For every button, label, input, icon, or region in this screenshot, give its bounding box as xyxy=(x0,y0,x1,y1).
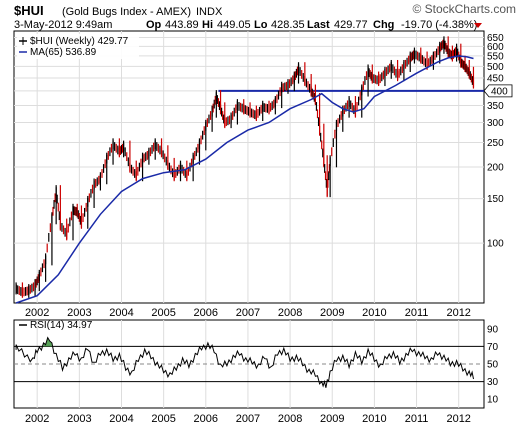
year-tick-label: 2012 xyxy=(446,413,470,425)
year-tick-label: 2009 xyxy=(320,307,344,319)
price-y-tick-label: 300 xyxy=(487,118,504,129)
price-tag-box xyxy=(483,84,513,98)
year-tick-label: 2002 xyxy=(25,307,49,319)
year-tick-label: 2007 xyxy=(236,307,260,319)
rsi-overbought-area xyxy=(43,337,52,347)
price-y-tick-label: 100 xyxy=(487,239,504,250)
rsi-y-tick-label: 50 xyxy=(487,360,499,371)
year-tick-label: 2006 xyxy=(194,413,218,425)
legend-ma-label: MA(65) 536.89 xyxy=(30,47,97,58)
year-tick-label: 2005 xyxy=(151,307,175,319)
chart-exchange: INDX xyxy=(196,6,223,18)
op-label: Op xyxy=(146,19,162,31)
year-tick-label: 2003 xyxy=(67,413,91,425)
ma-series xyxy=(15,55,474,304)
year-tick-label: 2012 xyxy=(446,307,470,319)
price-tag-label: 400 xyxy=(491,86,508,97)
year-tick-label: 2007 xyxy=(236,413,260,425)
hi-value: 449.05 xyxy=(217,19,251,31)
rsi-y-tick-label: 30 xyxy=(487,377,499,388)
year-tick-label: 2008 xyxy=(278,307,302,319)
last-label: Last xyxy=(307,19,330,31)
price-x-axis: 2002 2003 2004 2005 2006 2007 2008 2009 2010 2011… xyxy=(25,307,471,319)
year-tick-label: 2010 xyxy=(362,307,386,319)
chart-date: 3-May-2012 9:49am xyxy=(14,19,112,31)
price-y-tick-label: 450 xyxy=(487,73,504,84)
price-legend: $HUI (Weekly) 429.77 MA(65) 536.89 xyxy=(17,34,139,59)
rsi-y-tick-label: 90 xyxy=(487,324,499,335)
legend-rsi-label: RSI(14) 34.97 xyxy=(30,320,93,331)
rsi-legend: RSI(14) 34.97 xyxy=(19,320,93,331)
last-value: 429.77 xyxy=(334,19,368,31)
chart-index-name: (Gold Bugs Index - AMEX) xyxy=(62,6,191,18)
rsi-grid xyxy=(14,320,484,408)
year-tick-label: 2006 xyxy=(194,307,218,319)
rsi-y-tick-label: 10 xyxy=(487,395,499,406)
year-tick-label: 2011 xyxy=(405,307,429,319)
rsi-y-tick-label: 70 xyxy=(487,342,499,353)
lo-value: 428.35 xyxy=(271,19,305,31)
chart-symbol: $HUI xyxy=(14,3,44,18)
ma-line xyxy=(15,55,474,304)
year-tick-label: 2002 xyxy=(25,413,49,425)
year-tick-label: 2004 xyxy=(109,307,133,319)
rsi-x-axis: 2002 2003 2004 2005 2006 2007 2008 2009 2010 2011… xyxy=(25,413,471,425)
year-tick-label: 2004 xyxy=(109,413,133,425)
rsi-series xyxy=(15,336,474,388)
rsi-line xyxy=(15,336,474,388)
legend-price-label: $HUI (Weekly) 429.77 xyxy=(30,36,129,47)
price-y-tick-label: 250 xyxy=(487,138,504,149)
rsi-y-axis: 90 70 50 30 10 xyxy=(487,324,499,405)
year-tick-label: 2009 xyxy=(320,413,344,425)
hi-label: Hi xyxy=(202,19,213,31)
year-tick-label: 2003 xyxy=(67,307,91,319)
price-y-tick-label: 600 xyxy=(487,42,504,53)
price-y-axis: 650600550500450400350300250200150100 xyxy=(487,33,504,250)
rsi-overbought-fill xyxy=(43,337,52,347)
price-y-tick-label: 150 xyxy=(487,194,504,205)
chg-value: -19.70 (-4.38%) xyxy=(401,19,477,31)
down-arrow-icon xyxy=(474,23,482,28)
year-tick-label: 2011 xyxy=(405,413,429,425)
price-y-tick-label: 650 xyxy=(487,33,504,44)
lo-label: Lo xyxy=(254,19,268,31)
brand-logo[interactable]: © StockCharts.com xyxy=(412,2,516,16)
op-value: 443.89 xyxy=(165,19,199,31)
year-tick-label: 2008 xyxy=(278,413,302,425)
year-tick-label: 2005 xyxy=(151,413,175,425)
last-price-tag: 400 xyxy=(483,84,513,98)
price-y-tick-label: 550 xyxy=(487,51,504,62)
price-y-tick-label: 200 xyxy=(487,163,504,174)
price-y-tick-label: 500 xyxy=(487,62,504,73)
year-tick-label: 2010 xyxy=(362,413,386,425)
chg-label: Chg xyxy=(373,19,394,31)
price-y-tick-label: 350 xyxy=(487,101,504,112)
